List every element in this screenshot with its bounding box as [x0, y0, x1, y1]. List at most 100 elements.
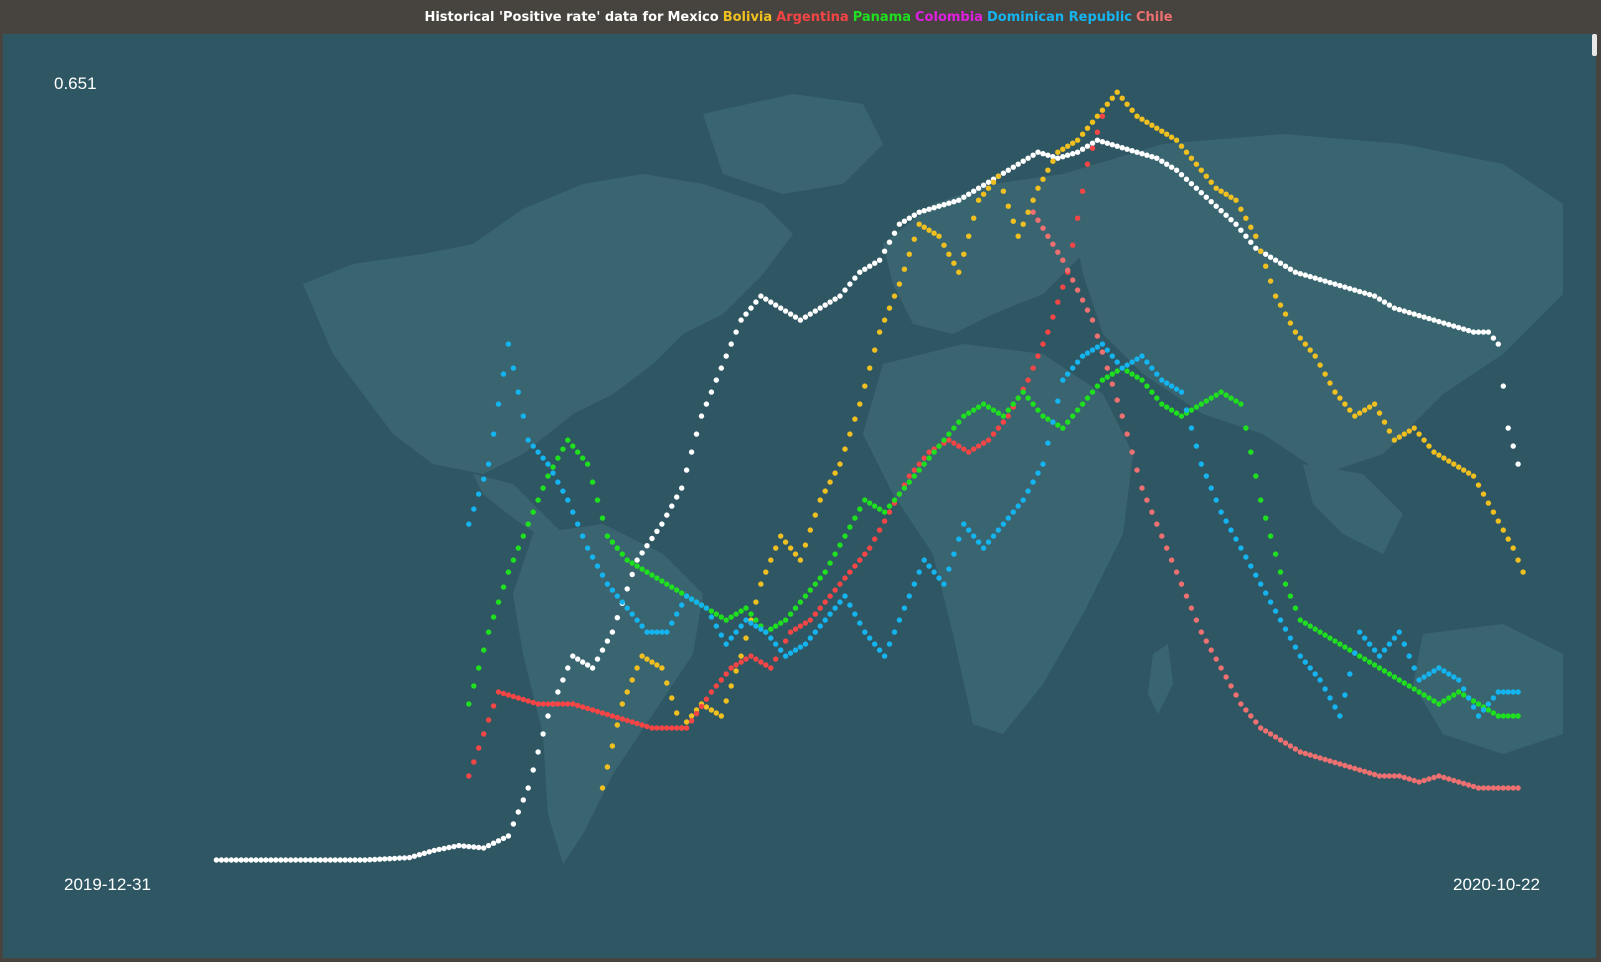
point-mexico [584, 662, 591, 668]
scrollbar-thumb[interactable] [1592, 34, 1597, 56]
point-dominican-republic [654, 629, 660, 635]
point-mexico [268, 857, 274, 863]
point-panama [1213, 392, 1219, 398]
point-bolivia [1272, 293, 1279, 299]
point-argentina [807, 617, 813, 623]
point-mexico [1500, 383, 1507, 389]
point-mexico [1352, 287, 1358, 293]
point-chile [1371, 771, 1378, 778]
point-bolivia [1436, 452, 1442, 458]
point-dominican-republic [1292, 644, 1299, 650]
point-dominican-republic [1406, 653, 1412, 659]
point-dominican-republic [1411, 665, 1417, 671]
point-chile [1431, 774, 1437, 781]
point-mexico [505, 833, 512, 839]
point-bolivia [1282, 311, 1289, 317]
point-panama [1253, 473, 1259, 479]
point-panama [1238, 401, 1244, 407]
point-mexico [317, 857, 324, 863]
point-argentina [951, 440, 957, 446]
point-chile [1139, 485, 1145, 491]
point-mexico [1317, 276, 1323, 283]
point-mexico [396, 855, 403, 861]
point-chile [1213, 656, 1219, 662]
point-mexico [1302, 272, 1309, 278]
point-argentina [634, 720, 640, 727]
point-bolivia [1035, 185, 1041, 191]
point-bolivia [911, 236, 917, 242]
point-panama [768, 626, 774, 632]
point-bolivia [664, 680, 670, 686]
point-dominican-republic [936, 575, 942, 581]
point-dominican-republic [980, 545, 987, 551]
point-panama [1272, 551, 1279, 557]
point-argentina [832, 587, 838, 593]
point-mexico [723, 353, 729, 359]
point-panama [1515, 713, 1521, 719]
point-mexico [733, 329, 739, 335]
point-mexico [1228, 217, 1234, 223]
point-bolivia [1347, 407, 1353, 413]
point-dominican-republic [1332, 704, 1338, 710]
point-mexico [1337, 282, 1343, 289]
point-chile [1119, 413, 1125, 419]
point-chile [1154, 521, 1160, 527]
point-mexico [713, 377, 719, 383]
point-chile [1193, 617, 1200, 623]
point-dominican-republic [1178, 389, 1185, 395]
point-mexico [594, 656, 601, 662]
point-chile [1258, 725, 1264, 731]
point-chile [1263, 728, 1269, 734]
point-bolivia [1089, 119, 1096, 125]
point-bolivia [639, 653, 645, 659]
point-mexico [401, 855, 408, 861]
point-panama [753, 617, 759, 623]
point-dominican-republic [728, 635, 734, 641]
point-panama [792, 605, 799, 611]
point-dominican-republic [1263, 590, 1269, 596]
point-mexico [263, 857, 269, 863]
point-panama [773, 623, 779, 629]
point-chile [1362, 768, 1368, 775]
point-dominican-republic [1366, 641, 1373, 647]
point-panama [1045, 416, 1051, 422]
point-panama [1193, 404, 1200, 410]
point-panama [1248, 449, 1254, 455]
point-argentina [1025, 377, 1031, 383]
point-dominican-republic [466, 521, 472, 527]
point-dominican-republic [584, 545, 591, 551]
point-mexico [886, 239, 893, 245]
point-mexico [1277, 260, 1284, 266]
point-argentina [609, 713, 616, 719]
point-panama [1218, 389, 1224, 395]
point-panama [584, 461, 591, 467]
point-mexico [1193, 185, 1200, 191]
point-dominican-republic [1144, 359, 1150, 365]
point-mexico [466, 843, 472, 850]
point-panama [485, 629, 492, 635]
point-mexico [1401, 308, 1408, 314]
point-dominican-republic [763, 629, 769, 635]
point-mexico [1451, 323, 1457, 329]
point-panama [525, 521, 531, 527]
point-argentina [995, 425, 1002, 431]
point-dominican-republic [1451, 674, 1457, 680]
point-mexico [1183, 176, 1190, 182]
point-chile [1129, 449, 1135, 455]
point-panama [842, 533, 848, 539]
point-dominican-republic [604, 581, 611, 587]
point-mexico [827, 299, 833, 305]
point-mexico [609, 629, 616, 635]
point-mexico [797, 317, 804, 323]
point-bolivia [901, 266, 908, 272]
point-mexico [1292, 269, 1299, 275]
point-dominican-republic [481, 476, 487, 482]
point-dominican-republic [1218, 509, 1224, 515]
point-bolivia [1277, 302, 1284, 308]
point-dominican-republic [881, 653, 888, 659]
point-chile [1228, 683, 1234, 689]
point-dominican-republic [1243, 554, 1249, 560]
point-chile [1401, 774, 1408, 781]
point-mexico [451, 843, 457, 850]
point-panama [743, 605, 749, 611]
